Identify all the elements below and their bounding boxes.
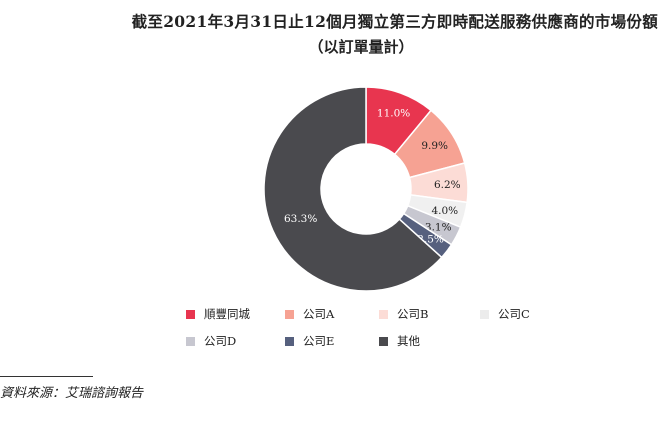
donut-slice-7 [263, 86, 443, 292]
legend-label: 公司D [204, 334, 237, 348]
legend-item-5: 公司D [186, 333, 236, 349]
legend-swatch [285, 309, 294, 319]
slice-label-2: 9.9% [421, 140, 448, 152]
legend-swatch [186, 336, 195, 346]
slice-label-4: 4.0% [431, 205, 458, 217]
source-note: 資料來源：艾瑞諮詢報告 [0, 386, 144, 401]
legend-item-1: 順豐同城 [186, 306, 250, 322]
legend-label: 公司C [498, 307, 530, 321]
legend-item-7: 其他 [379, 333, 420, 349]
legend-label: 公司A [303, 307, 335, 321]
legend-swatch [379, 309, 388, 319]
legend-item-4: 公司C [480, 306, 530, 322]
slice-label-7: 63.3% [284, 213, 317, 225]
legend-swatch [186, 309, 195, 319]
legend-swatch [285, 336, 294, 346]
chart-subtitle: （以訂單量計） [308, 38, 414, 56]
slice-label-5: 3.1% [425, 222, 452, 234]
slice-label-1: 11.0% [377, 107, 410, 119]
legend-label: 公司B [397, 307, 429, 321]
chart-title: 截至2021年3月31日止12個月獨立第三方即時配送服務供應商的市場份額 [131, 12, 658, 31]
source-divider [0, 376, 93, 377]
slice-label-3: 6.2% [434, 179, 461, 191]
legend-label: 其他 [397, 334, 420, 348]
legend-item-3: 公司B [379, 306, 428, 322]
legend-item-2: 公司A [285, 306, 334, 322]
legend-label: 順豐同城 [204, 307, 250, 321]
legend-label: 公司E [303, 334, 335, 348]
legend-swatch [379, 336, 388, 346]
legend-item-6: 公司E [285, 333, 334, 349]
legend-swatch [480, 309, 489, 319]
